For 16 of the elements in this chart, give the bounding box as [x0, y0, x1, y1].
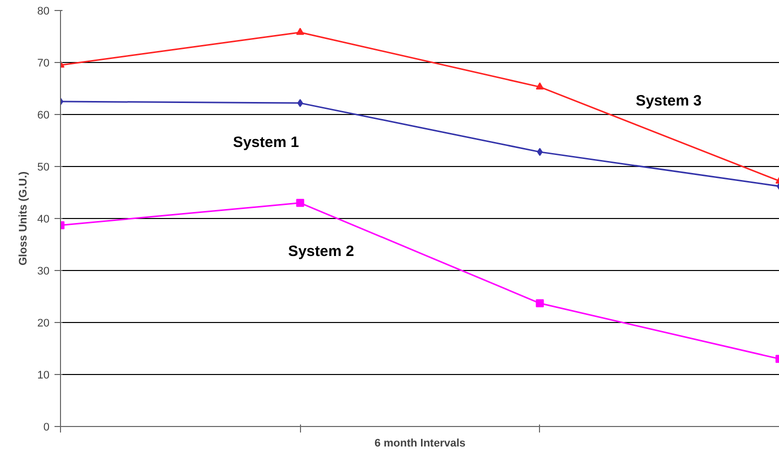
y-tick-label: 0: [43, 422, 50, 434]
y-tick-label: 20: [37, 318, 50, 330]
y-tick-label: 80: [37, 6, 50, 18]
series-label: System 2: [288, 243, 354, 260]
y-tick-label: 30: [37, 266, 50, 278]
y-tick-label: 40: [37, 214, 50, 226]
y-tick-label: 10: [37, 370, 50, 382]
y-tick-label: 70: [37, 58, 50, 70]
y-tick-label: 60: [37, 110, 50, 122]
point: [297, 99, 303, 108]
x-axis-title: 6 month Intervals: [374, 438, 466, 450]
point: [537, 148, 543, 156]
y-tick-label: 50: [37, 162, 50, 174]
series-label: System 3: [636, 92, 702, 110]
y-axis-title: Gloss Units (G.U.): [17, 171, 30, 266]
series-label: System 1: [233, 134, 299, 151]
